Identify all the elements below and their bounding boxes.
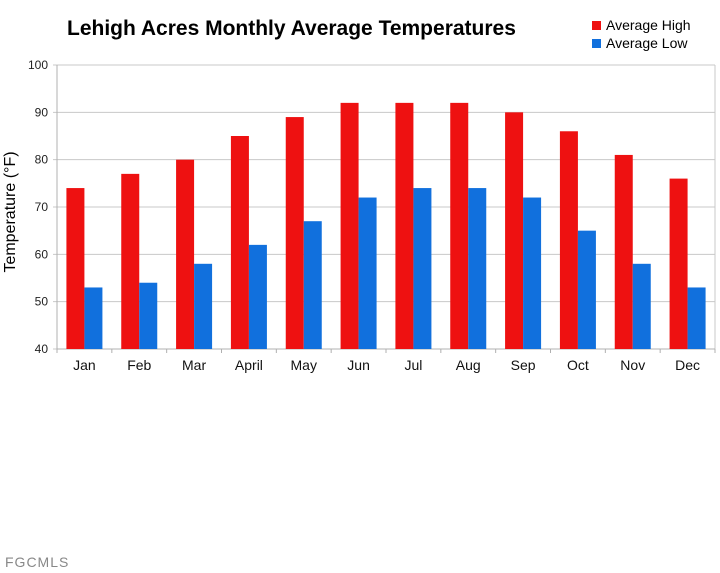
- x-tick-label: April: [235, 357, 263, 373]
- watermark: FGCMLS: [5, 554, 70, 570]
- y-tick-label: 70: [35, 200, 49, 214]
- x-tick-label: Jan: [73, 357, 96, 373]
- x-tick-label: Oct: [567, 357, 589, 373]
- bar-low: [687, 287, 706, 349]
- bar-low: [358, 197, 377, 349]
- x-tick-label: Jul: [404, 357, 422, 373]
- bar-low: [84, 287, 103, 349]
- bar-low: [413, 188, 432, 349]
- bar-low: [468, 188, 487, 349]
- bar-high: [669, 178, 688, 349]
- y-axis-label: Temperature (°F): [2, 151, 19, 272]
- legend-swatch: [592, 38, 601, 48]
- legend: Average High Average Low: [592, 16, 691, 52]
- x-tick-label: May: [291, 357, 317, 373]
- bar-high: [285, 117, 304, 349]
- y-tick-label: 80: [35, 153, 49, 167]
- chart-title: Lehigh Acres Monthly Average Temperature…: [67, 17, 516, 40]
- legend-label: Average Low: [606, 35, 688, 51]
- x-tick-label: Mar: [182, 357, 206, 373]
- bar-low: [303, 221, 322, 349]
- bar-high: [66, 188, 85, 349]
- bar-high: [230, 136, 249, 349]
- x-tick-label: Sep: [511, 357, 536, 373]
- bar-high: [450, 102, 469, 349]
- bar-high: [121, 173, 140, 349]
- bar-high: [559, 131, 578, 349]
- y-tick-label: 40: [35, 342, 49, 356]
- legend-label: Average High: [606, 17, 691, 33]
- y-tick-label: 50: [35, 295, 49, 309]
- bar-low: [632, 263, 651, 349]
- bar-low: [194, 263, 213, 349]
- x-tick-label: Nov: [620, 357, 645, 373]
- bar-low: [577, 230, 596, 349]
- bar-low: [139, 282, 158, 349]
- y-tick-label: 60: [35, 247, 49, 261]
- bar-high: [340, 102, 359, 349]
- x-tick-label: Jun: [347, 357, 370, 373]
- x-tick-label: Aug: [456, 357, 481, 373]
- bar-high: [395, 102, 414, 349]
- bar-high: [614, 154, 633, 349]
- y-tick-label: 100: [28, 58, 48, 72]
- legend-swatch: [592, 20, 601, 30]
- bar-high: [176, 159, 195, 349]
- x-tick-label: Dec: [675, 357, 700, 373]
- y-tick-label: 90: [35, 105, 49, 119]
- bar-low: [248, 244, 267, 349]
- x-tick-label: Feb: [127, 357, 151, 373]
- bar-low: [523, 197, 542, 349]
- bar-high: [505, 112, 524, 349]
- legend-item-high: Average High: [592, 16, 691, 34]
- legend-item-low: Average Low: [592, 34, 691, 52]
